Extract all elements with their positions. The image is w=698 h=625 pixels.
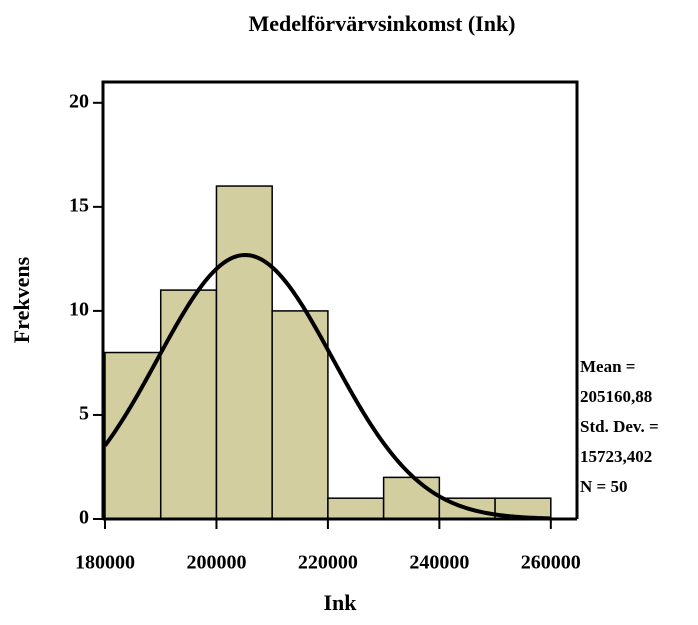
x-tick-label: 220000 (298, 552, 358, 574)
bar (159, 289, 218, 520)
bar (327, 497, 385, 520)
y-tick-label: 15 (69, 194, 89, 216)
y-tick-label: 20 (69, 90, 89, 112)
stat-std-label: Std. Dev. = (580, 417, 659, 436)
y-axis-label: Frekvens (9, 256, 34, 343)
bar (382, 476, 441, 520)
y-tick-label: 5 (79, 403, 89, 425)
x-tick-label: 260000 (521, 552, 581, 574)
chart-title: Medelförvärvsinkomst (Ink) (248, 11, 515, 36)
plot-frame (101, 80, 579, 519)
stat-mean-label: Mean = (580, 357, 635, 376)
stat-std: 15723,402 (580, 447, 652, 466)
x-tick-label: 180000 (75, 552, 135, 574)
x-axis-label: Ink (323, 590, 357, 615)
stat-mean: 205160,88 (580, 387, 652, 406)
x-tick-label: 240000 (409, 552, 469, 574)
y-tick-label: 0 (79, 507, 89, 529)
x-tick-label: 200000 (186, 552, 246, 574)
y-tick-label: 10 (69, 298, 89, 320)
normal-curve (103, 253, 551, 521)
bar (215, 185, 273, 520)
bar (271, 310, 329, 520)
stat-n: N = 50 (580, 477, 627, 496)
